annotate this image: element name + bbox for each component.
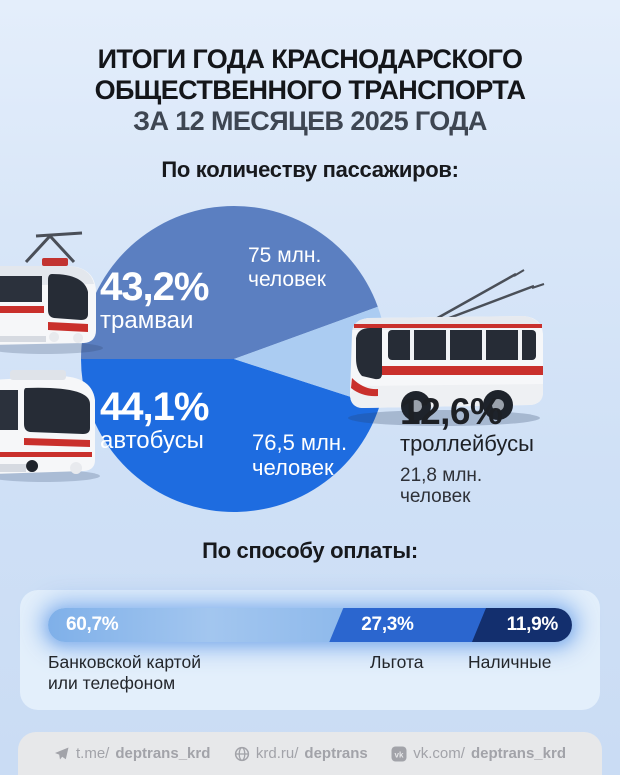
telegram-icon <box>55 747 69 759</box>
bar-segment-cash-value: 11,9% <box>506 614 559 635</box>
pie-chart <box>80 205 388 512</box>
trolleybuses-percent: 12,6% <box>400 391 503 432</box>
footer-link-handle: deptrans_krd <box>470 745 566 762</box>
bar-segment-privilege-value: 27,3% <box>361 614 414 635</box>
footer-link-prefix: t.me/ <box>76 745 110 762</box>
trolleybus-image <box>348 269 545 426</box>
title-line-3: ЗА 12 МЕСЯЦЕВ 2025 ГОДА <box>133 106 487 136</box>
trolleybuses-value: 21,8 млн. человек <box>400 465 483 507</box>
trams-value: 75 млн. человек <box>248 244 326 291</box>
pie-slice-trolleybuses <box>234 306 388 407</box>
passengers-heading: По количеству пассажиров: <box>161 157 459 182</box>
footer-link-prefix: vk.com/ <box>413 745 465 762</box>
buses-stat: 44,1% автобусы <box>100 385 209 454</box>
footer-link-vk: vk vk.com/deptrans_krd <box>391 745 566 762</box>
bar-segment-cash: 11,9% <box>471 608 572 642</box>
bar-segment-card-value: 60,7% <box>66 614 119 635</box>
footer-link-prefix: krd.ru/ <box>255 745 299 762</box>
pie-slice-trams <box>80 205 378 359</box>
payment-stacked-bar: 60,7% 27,3% 11,9% <box>48 608 572 642</box>
payment-panel: 60,7% 27,3% 11,9% Банковской картой или … <box>20 590 600 710</box>
title-line-1: ИТОГИ ГОДА КРАСНОДАРСКОГО <box>97 44 523 74</box>
buses-label: автобусы <box>100 427 204 454</box>
trolleybuses-stat: 12,6% троллейбусы 21,8 млн. человек <box>400 391 534 508</box>
footer: t.me/deptrans_krd krd.ru/deptrans vk vk.… <box>18 732 602 775</box>
globe-icon <box>234 746 250 761</box>
payment-heading: По способу оплаты: <box>202 538 418 563</box>
svg-text:vk: vk <box>395 750 404 759</box>
bar-category-cash: Наличные <box>468 652 552 672</box>
title-line-2: ОБЩЕСТВЕННОГО ТРАНСПОРТА <box>94 75 526 105</box>
footer-link-handle: deptrans_krd <box>115 745 211 762</box>
bar-category-privilege: Льгота <box>370 652 424 672</box>
trams-percent: 43,2% <box>100 265 209 309</box>
tram-image <box>0 231 103 354</box>
bar-category-card: Банковской картой или телефоном <box>48 652 201 693</box>
bar-segment-privilege: 27,3% <box>329 608 486 642</box>
bar-segment-card: 60,7% <box>48 608 344 642</box>
buses-percent: 44,1% <box>100 385 209 429</box>
pie-slice-buses <box>81 359 380 512</box>
trolleybuses-label: троллейбусы <box>400 431 534 456</box>
trams-stat: 43,2% трамваи <box>100 265 209 334</box>
footer-link-website: krd.ru/deptrans <box>234 745 368 762</box>
footer-link-handle: deptrans <box>304 745 368 762</box>
footer-link-telegram: t.me/deptrans_krd <box>54 745 210 762</box>
vk-icon: vk <box>391 746 407 761</box>
page-title: ИТОГИ ГОДА КРАСНОДАРСКОГО ОБЩЕСТВЕННОГО … <box>0 44 620 137</box>
trams-label: трамваи <box>100 307 194 334</box>
bus-image <box>0 370 100 482</box>
buses-value: 76,5 млн. человек <box>252 430 348 480</box>
